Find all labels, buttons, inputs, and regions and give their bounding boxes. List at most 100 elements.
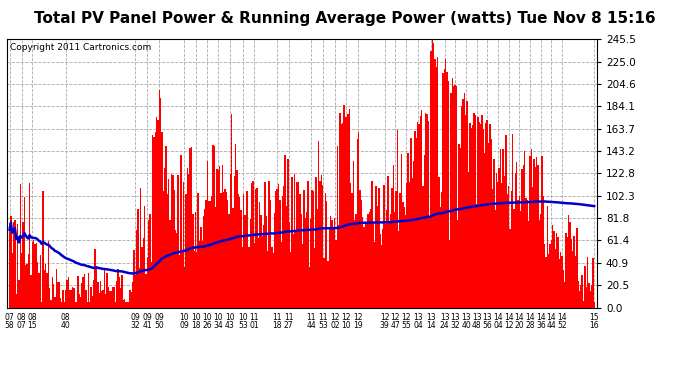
Bar (566, 237, 568, 308)
Bar (425, 114, 426, 308)
Bar (49, 288, 50, 308)
Bar (141, 248, 143, 308)
Bar (236, 171, 238, 308)
Bar (370, 209, 371, 308)
Bar (568, 215, 569, 308)
Bar (454, 85, 456, 308)
Bar (381, 245, 382, 308)
Bar (373, 222, 374, 308)
Bar (317, 210, 318, 308)
Bar (30, 275, 32, 308)
Bar (408, 153, 409, 308)
Bar (10, 216, 12, 308)
Bar (300, 214, 302, 308)
Bar (511, 190, 512, 308)
Bar (124, 300, 126, 307)
Bar (333, 229, 334, 308)
Bar (579, 291, 580, 308)
Bar (183, 182, 184, 308)
Bar (390, 214, 391, 308)
Bar (62, 290, 63, 308)
Bar (375, 186, 377, 308)
Bar (328, 228, 330, 308)
Bar (195, 212, 196, 308)
Bar (248, 247, 250, 308)
Bar (496, 173, 497, 308)
Bar (462, 99, 464, 308)
Bar (279, 200, 281, 308)
Bar (469, 123, 471, 308)
Bar (322, 184, 324, 308)
Bar (323, 258, 325, 308)
Bar (207, 161, 208, 308)
Bar (371, 181, 373, 308)
Bar (156, 117, 157, 308)
Bar (28, 254, 29, 308)
Bar (93, 280, 95, 308)
Bar (504, 176, 505, 308)
Bar (116, 281, 117, 308)
Bar (164, 168, 166, 308)
Bar (168, 179, 170, 308)
Bar (409, 183, 411, 308)
Bar (529, 156, 531, 308)
Bar (34, 244, 36, 308)
Bar (310, 219, 311, 308)
Bar (39, 255, 41, 308)
Bar (355, 214, 357, 308)
Bar (583, 301, 584, 307)
Bar (464, 93, 465, 308)
Bar (569, 222, 571, 308)
Bar (395, 190, 397, 308)
Bar (480, 124, 481, 308)
Bar (344, 117, 346, 308)
Bar (192, 214, 194, 308)
Bar (591, 285, 592, 308)
Bar (337, 146, 338, 308)
Bar (477, 117, 479, 308)
Bar (368, 211, 370, 308)
Bar (117, 269, 119, 308)
Bar (243, 194, 244, 308)
Bar (299, 194, 301, 308)
Bar (213, 146, 215, 308)
Bar (455, 86, 457, 308)
Bar (159, 90, 160, 308)
Bar (108, 287, 109, 308)
Bar (45, 264, 46, 308)
Bar (493, 159, 495, 308)
Bar (72, 287, 73, 308)
Bar (235, 144, 237, 308)
Bar (482, 129, 484, 308)
Bar (100, 281, 101, 308)
Bar (244, 216, 246, 308)
Bar (441, 192, 442, 308)
Bar (359, 190, 361, 308)
Bar (56, 269, 57, 308)
Bar (12, 253, 13, 308)
Bar (136, 230, 137, 308)
Bar (471, 128, 472, 308)
Bar (348, 109, 350, 308)
Bar (166, 146, 167, 308)
Bar (391, 188, 393, 308)
Bar (351, 193, 353, 308)
Bar (358, 132, 359, 308)
Bar (149, 214, 151, 308)
Bar (18, 280, 20, 308)
Bar (536, 157, 538, 308)
Bar (386, 210, 388, 308)
Bar (206, 200, 207, 308)
Bar (187, 168, 188, 308)
Bar (377, 206, 378, 308)
Bar (589, 291, 591, 308)
Bar (339, 113, 341, 308)
Bar (37, 262, 39, 308)
Bar (115, 302, 116, 307)
Bar (137, 209, 139, 308)
Bar (204, 209, 206, 308)
Bar (448, 81, 449, 308)
Bar (264, 182, 266, 308)
Bar (175, 230, 176, 308)
Bar (319, 181, 321, 308)
